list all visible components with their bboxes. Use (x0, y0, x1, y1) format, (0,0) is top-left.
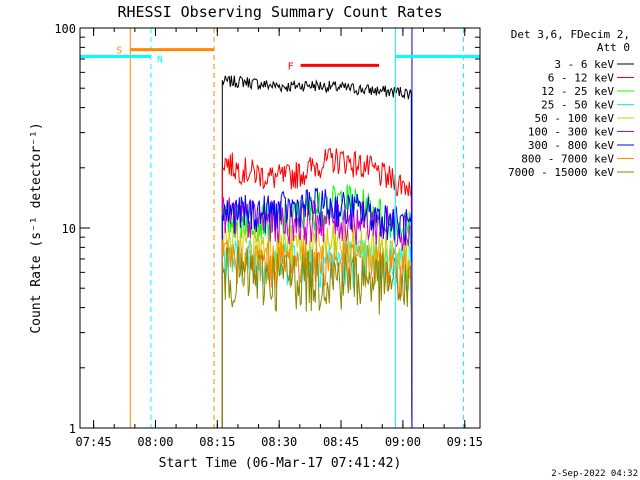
footer-date: 2-Sep-2022 04:32 (551, 469, 638, 479)
legend-label-50-100-kev: 50 - 100 keV (535, 112, 615, 125)
x-tick-label-0915: 09:15 (447, 435, 483, 449)
x-tick-label-0745: 07:45 (76, 435, 112, 449)
x-tick-label-0900: 09:00 (385, 435, 421, 449)
series-layer (221, 75, 413, 429)
legend-label-100-300-kev: 100 - 300 keV (528, 126, 614, 139)
legend-label-7000-15000-kev: 7000 - 15000 keV (508, 166, 614, 179)
series-line-7000-15000-kev (221, 247, 413, 429)
series-line-300-800-kev (221, 187, 413, 429)
series-line-3-6-kev (221, 75, 413, 429)
x-tick-label-0800: 08:00 (137, 435, 173, 449)
series-line-6-12-kev (221, 148, 413, 429)
legend-label-3-6-kev: 3 - 6 keV (554, 58, 614, 71)
interval-label-n: N (157, 55, 163, 66)
x-tick-label-0815: 08:15 (199, 435, 235, 449)
legend-header-line-2: Att 0 (597, 41, 630, 54)
interval-label-s: S (116, 46, 122, 57)
series-line-12-25-kev (221, 184, 413, 429)
chart-title: RHESSI Observing Summary Count Rates (117, 3, 442, 21)
interval-layer: S N F (79, 28, 480, 428)
y-tick-label-100: 100 (54, 22, 76, 36)
x-tick-label-0845: 08:45 (323, 435, 359, 449)
interval-label-f: F (288, 61, 294, 72)
axis-layer: 07:45 08:00 08:15 08:30 08:45 09:00 09:15 1 10 10… (54, 22, 482, 449)
legend-label-6-12-kev: 6 - 12 keV (548, 72, 615, 85)
x-tick-label-0830: 08:30 (261, 435, 297, 449)
y-axis-label: Count Rate (s⁻¹ detector⁻¹) (29, 122, 44, 333)
legend-header-line-1: Det 3,6, FDecim 2, (511, 28, 630, 41)
y-tick-label-10: 10 (62, 222, 76, 236)
x-axis-label: Start Time (06-Mar-17 07:41:42) (159, 456, 402, 471)
legend-label-800-7000-kev: 800 - 7000 keV (521, 153, 614, 166)
y-tick-label-1: 1 (69, 422, 76, 436)
legend-label-12-25-kev: 12 - 25 keV (541, 85, 614, 98)
legend-label-300-800-kev: 300 - 800 keV (528, 139, 614, 152)
legend-label-25-50-kev: 25 - 50 keV (541, 99, 614, 112)
